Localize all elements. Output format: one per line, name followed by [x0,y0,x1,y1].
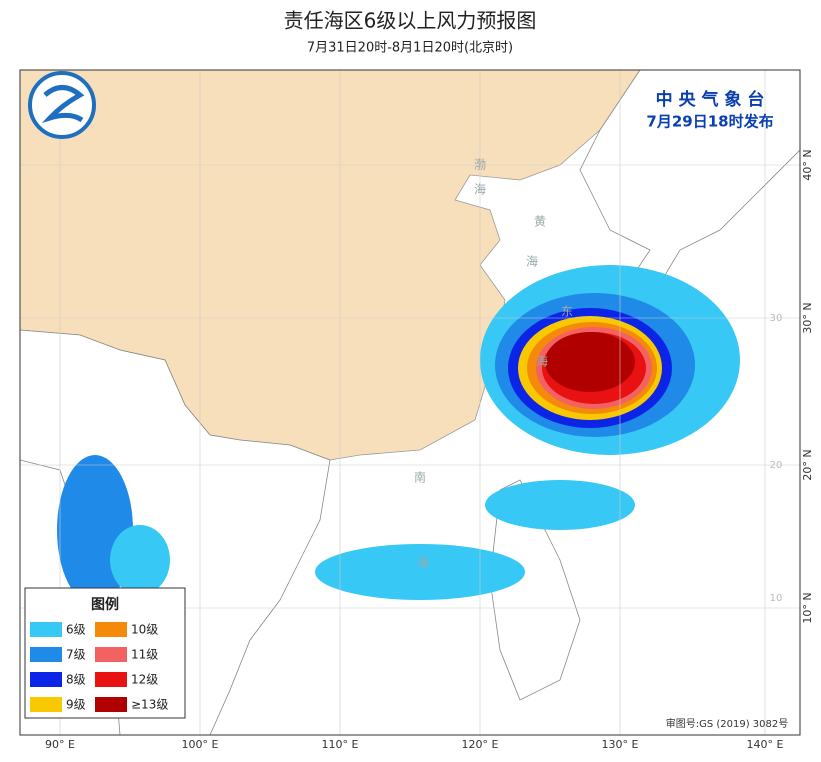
legend-swatch [95,672,127,687]
wind-area [485,480,635,530]
latitude-label: 20° N [801,449,814,480]
issue-time: 7月29日18时发布 [646,113,773,131]
inner-latitude-label: 20 [770,460,783,471]
longitude-label: 110° E [322,738,359,751]
sea-label: 东 [561,305,573,319]
legend-swatch [30,672,62,687]
longitude-label: 130° E [602,738,639,751]
legend-label: 12级 [131,673,158,687]
subtitle: 7月31日20时-8月1日20时(北京时) [307,41,513,56]
legend-label: 11级 [131,648,158,662]
sea-label: 海 [417,555,429,570]
legend-label: 8级 [66,673,86,687]
legend-label: 10级 [131,623,158,637]
legend-label: 6级 [66,623,86,637]
inner-latitude-label: 30 [770,313,783,324]
legend-swatch [30,647,62,662]
inner-latitude-label: 10 [770,593,783,604]
wind-area [315,544,525,600]
sea-label: 海 [536,354,548,369]
agency: 中 央 气 象 台 [656,89,765,110]
legend-title: 图例 [91,596,119,613]
sea-label: 海 [526,254,538,269]
legend-swatch [95,622,127,637]
sea-label: 南 [414,470,426,485]
approval-number: 审图号:GS (2019) 3082号 [666,717,789,730]
sea-label: 海 [474,182,486,197]
legend-swatch [30,697,62,712]
longitude-label: 120° E [462,738,499,751]
sea-label: 黄 [534,215,546,229]
longitude-label: 100° E [182,738,219,751]
map-body [20,70,800,735]
legend-swatch [95,697,127,712]
graticule [20,70,800,735]
sea-label: 渤 [474,158,486,172]
latitude-label: 30° N [801,302,814,333]
legend: 图例 6级 7级 8级 9级 10级 11级 12级 ≥13级 [24,587,186,719]
logo [28,71,96,139]
map-frame [19,69,801,736]
latitude-label: 40° N [801,149,814,180]
legend-label: ≥13级 [131,698,168,712]
legend-label: 9级 [66,698,86,712]
longitude-label: 140° E [747,738,784,751]
legend-label: 7级 [66,648,86,662]
wind-area [110,525,170,595]
title: 责任海区6级以上风力预报图 [284,9,537,33]
legend-swatch [95,647,127,662]
wind-area [545,332,635,392]
latitude-label: 10° N [801,592,814,623]
longitude-label: 90° E [45,738,75,751]
legend-swatch [30,622,62,637]
